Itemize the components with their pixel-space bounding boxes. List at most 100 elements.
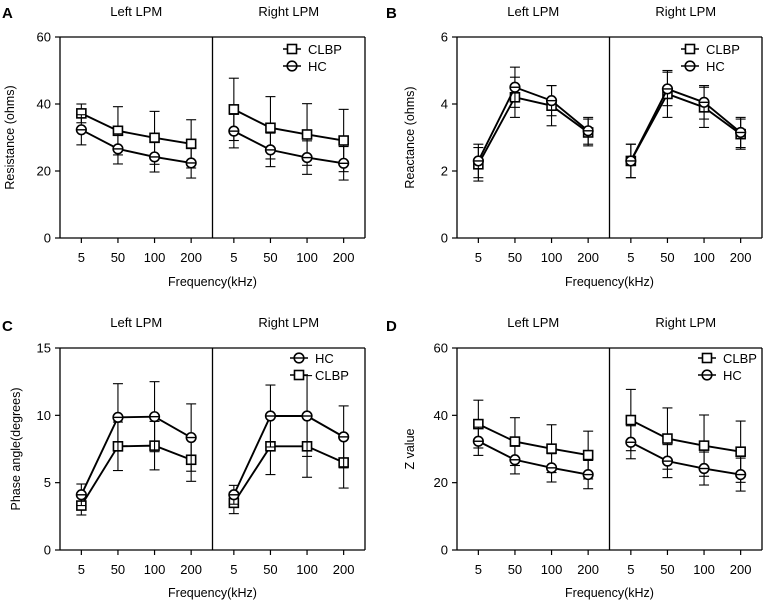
group-right-lpm: Right LPM 5 50 100 200	[228, 4, 355, 265]
region-title: Left LPM	[110, 4, 162, 19]
y-tick-label: 4	[441, 97, 448, 112]
series-line	[477, 86, 589, 162]
x-tick-label: 100	[296, 562, 318, 577]
series-hc	[228, 375, 350, 505]
series-clbp	[228, 77, 349, 173]
legend-label: HC	[315, 351, 334, 366]
x-tick-label: 100	[144, 562, 166, 577]
region-title: Left LPM	[110, 315, 162, 330]
y-tick-label: 10	[37, 408, 51, 423]
x-tick-label: 5	[627, 562, 634, 577]
x-tick-label: 50	[660, 562, 674, 577]
legend-label: CLBP	[315, 368, 349, 383]
data-point	[625, 414, 637, 426]
panel-b: B 0 2 4 6 Reactance (ohms) Frequency(kHz) Left …	[386, 4, 763, 289]
group-right-lpm: Right LPM 5 50 100 200	[228, 315, 355, 577]
legend-item-hc: HC	[681, 59, 725, 74]
x-tick-label: 50	[508, 562, 522, 577]
x-tick-label: 50	[263, 250, 277, 265]
x-tick-label: 50	[660, 250, 674, 265]
series-line	[630, 92, 742, 162]
data-point	[509, 436, 521, 447]
data-point	[228, 104, 240, 115]
series-hc	[625, 425, 747, 492]
x-axis-title: Frequency(kHz)	[565, 275, 654, 289]
x-tick-label: 50	[508, 250, 522, 265]
data-point	[735, 446, 746, 457]
y-tick-label: 0	[44, 231, 51, 246]
data-point	[149, 132, 160, 144]
legend-item-hc: HC	[290, 351, 334, 366]
series-hc	[228, 113, 350, 181]
y-tick-label: 0	[44, 543, 51, 558]
legend-label: HC	[706, 59, 725, 74]
x-tick-label: 200	[180, 250, 202, 265]
data-point	[338, 135, 349, 146]
x-axis-title: Frequency(kHz)	[168, 275, 257, 289]
x-tick-label: 5	[475, 250, 482, 265]
y-tick-label: 5	[44, 475, 51, 490]
series-line	[80, 415, 192, 496]
region-title: Left LPM	[507, 315, 559, 330]
x-tick-label: 5	[230, 562, 237, 577]
series-clbp	[625, 69, 746, 179]
legend-item-clbp: CLBP	[290, 368, 349, 383]
x-tick-label: 5	[475, 562, 482, 577]
y-tick-label: 15	[37, 341, 51, 356]
data-point	[662, 433, 673, 444]
series-line	[80, 128, 192, 164]
series-line	[80, 444, 192, 507]
y-tick-label: 60	[37, 30, 51, 45]
x-tick-label: 100	[144, 250, 166, 265]
x-tick-label: 5	[627, 250, 634, 265]
x-tick-label: 50	[111, 562, 125, 577]
y-axis-title: Z value	[403, 428, 417, 469]
x-tick-label: 100	[693, 250, 715, 265]
series-hc	[75, 381, 197, 507]
panel-letter: B	[386, 5, 397, 22]
series-clbp	[473, 399, 594, 480]
panel-d: D 0 20 40 60 Z value Frequency(kHz) Left LPM 5 50…	[386, 315, 763, 600]
series-line	[80, 112, 192, 145]
data-point	[265, 122, 276, 134]
legend-label: CLBP	[308, 42, 342, 57]
group-left-lpm: Left LPM 5 50 100 200	[472, 4, 599, 265]
group-left-lpm: Left LPM 5 50 100 200	[472, 315, 599, 577]
y-tick-label: 0	[441, 231, 448, 246]
region-title: Right LPM	[258, 4, 319, 19]
data-point	[582, 449, 594, 461]
panel-letter: C	[2, 318, 13, 335]
legend: HC CLBP	[290, 351, 349, 383]
x-tick-label: 200	[333, 562, 355, 577]
y-axis-title: Resistance (ohms)	[3, 85, 17, 189]
series-line	[233, 108, 344, 142]
panel-c: C 0 5 10 15 Phase angle(degrees) Frequency(kHz…	[2, 315, 366, 600]
legend-item-clbp: CLBP	[681, 42, 740, 57]
x-tick-label: 50	[263, 562, 277, 577]
x-tick-label: 100	[541, 250, 563, 265]
legend-item-hc: HC	[698, 368, 742, 383]
y-tick-label: 60	[434, 341, 448, 356]
legend-marker	[684, 43, 696, 55]
group-left-lpm: Left LPM 5 50 100 200	[75, 315, 202, 577]
panel-letter: D	[386, 318, 397, 335]
legend-label: CLBP	[706, 42, 740, 57]
series-line	[233, 445, 345, 504]
series-line	[477, 440, 589, 476]
x-tick-label: 100	[296, 250, 318, 265]
series-line	[477, 423, 589, 456]
group-left-lpm: Left LPM 5 50 100 200	[75, 4, 202, 265]
legend-item-clbp: CLBP	[698, 351, 757, 366]
x-tick-label: 200	[333, 250, 355, 265]
series-line	[630, 441, 741, 476]
x-tick-label: 200	[730, 250, 752, 265]
legend-label: CLBP	[723, 351, 757, 366]
series-hc	[625, 71, 747, 179]
series-hc	[472, 66, 594, 179]
series-line	[233, 130, 344, 165]
y-tick-label: 6	[441, 30, 448, 45]
series-line	[232, 415, 345, 496]
x-tick-label: 5	[230, 250, 237, 265]
x-tick-label: 200	[577, 562, 599, 577]
